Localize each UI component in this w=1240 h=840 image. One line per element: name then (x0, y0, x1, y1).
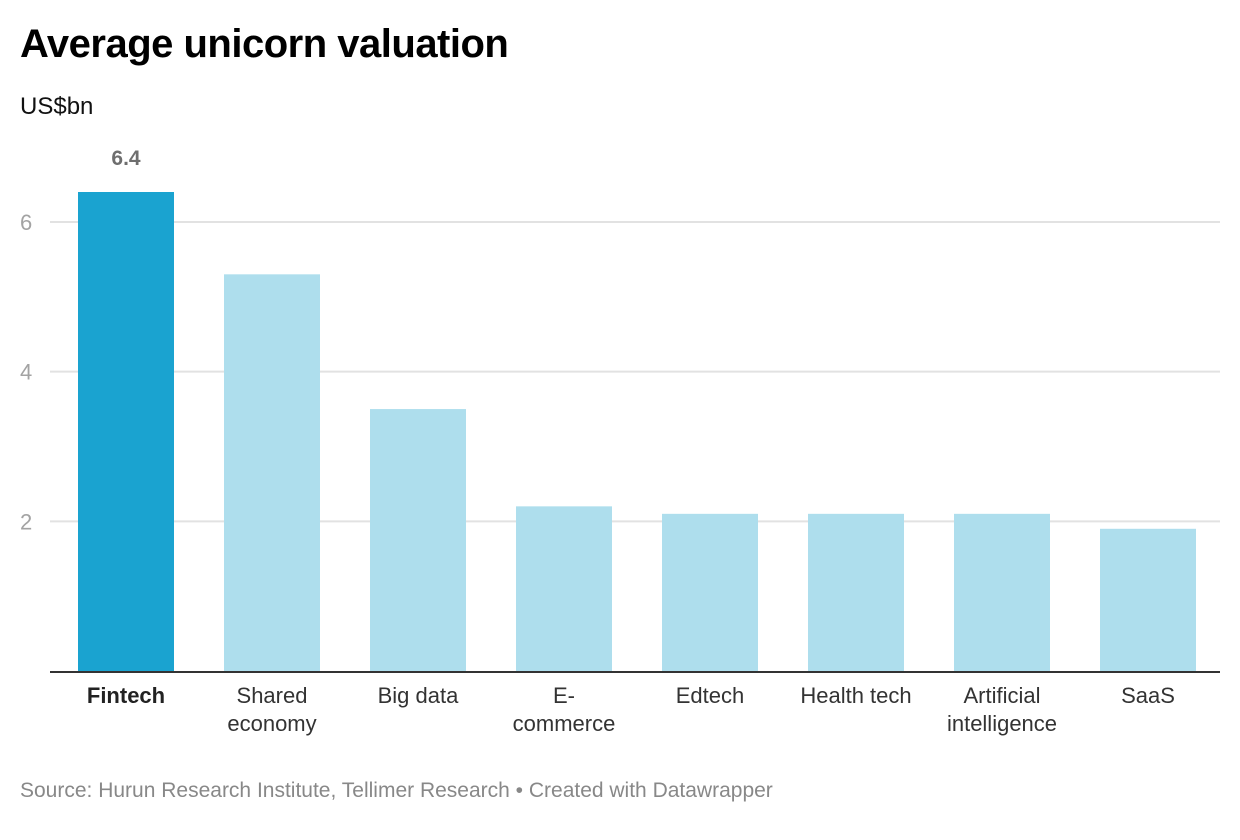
bar (516, 506, 612, 671)
y-tick-label: 6 (20, 210, 32, 235)
bar (808, 513, 904, 671)
bar (78, 192, 174, 671)
x-category-label: Fintech (87, 683, 165, 708)
x-category-label: Shared economy (227, 683, 316, 736)
chart-subtitle: US$bn (20, 93, 94, 120)
y-tick-label: 2 (20, 509, 32, 534)
bar (1100, 528, 1196, 671)
bar-chart: 2 4 6 Fintech Shared economy Big data E-commerc… (20, 147, 1220, 736)
bar (370, 409, 466, 671)
bar (662, 513, 758, 671)
x-category-label: SaaS (1121, 683, 1175, 708)
bar (954, 513, 1050, 671)
x-category-label: Big data (378, 683, 459, 708)
x-category-label: Edtech (676, 683, 745, 708)
x-category-label: Health tech (800, 683, 911, 708)
source-footer: Source: Hurun Research Institute, Tellim… (20, 779, 773, 802)
y-tick-label: 4 (20, 360, 32, 385)
chart-title: Average unicorn valuation (20, 22, 509, 66)
data-label: 6.4 (111, 147, 141, 170)
bar (224, 274, 320, 671)
x-category-label: E-commerce (513, 683, 616, 736)
x-category-label: Artificial intelligence (947, 683, 1057, 736)
